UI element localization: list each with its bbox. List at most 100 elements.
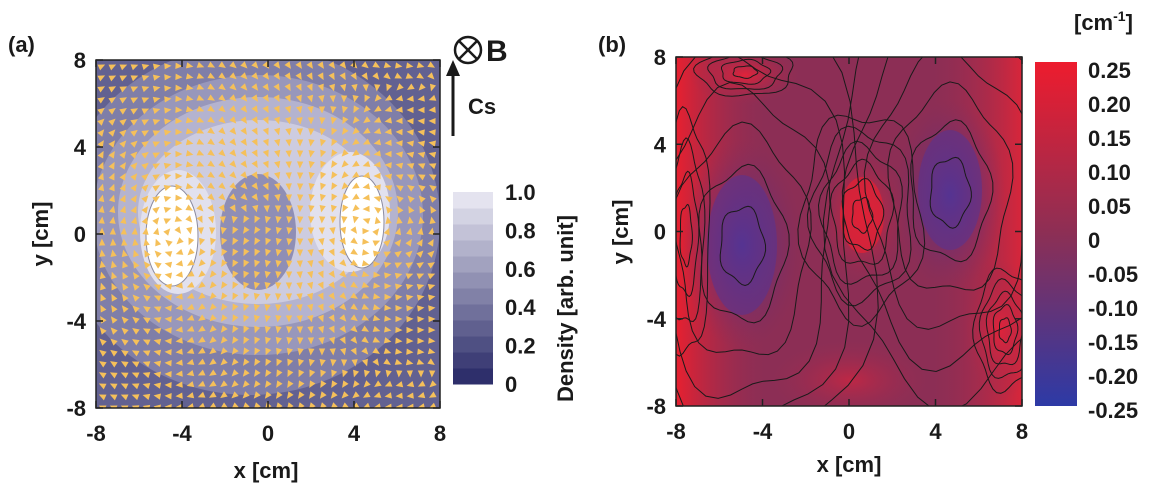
vector-arrow [164, 338, 172, 345]
vector-arrow [220, 226, 227, 235]
vector-arrow [361, 314, 370, 321]
vector-arrow [384, 162, 392, 169]
vector-arrow [286, 238, 293, 246]
vector-arrow [221, 237, 228, 246]
vector-arrow [152, 141, 161, 148]
vector-arrow [186, 325, 195, 332]
vector-arrow [351, 359, 358, 367]
colorbar-b-tick-label: 0 [1088, 228, 1100, 253]
vector-arrow [329, 95, 336, 103]
vector-arrow [395, 117, 403, 125]
vector-arrow [221, 248, 228, 257]
vector-arrow [207, 171, 215, 178]
vector-arrow [350, 314, 358, 322]
vector-arrow [374, 380, 382, 387]
vector-arrow [341, 216, 348, 224]
vector-arrow [175, 95, 183, 102]
vector-arrow [342, 116, 349, 125]
vector-arrow [342, 369, 349, 378]
vector-arrow [273, 94, 280, 103]
contour-line [851, 196, 874, 234]
vector-arrow [372, 250, 381, 257]
vector-arrow [108, 172, 115, 181]
colorbar-b-tick-label: -0.10 [1088, 296, 1138, 321]
vector-arrow [221, 292, 228, 300]
vector-arrow [320, 149, 327, 158]
vector-arrow [406, 174, 415, 181]
vector-arrow [386, 83, 393, 92]
panel-a-ytick-label: 4 [74, 135, 87, 160]
vector-arrow [427, 238, 434, 247]
vector-arrow [218, 149, 226, 157]
contour-line [841, 177, 885, 251]
vector-arrow [276, 402, 283, 408]
vector-arrow [284, 94, 291, 103]
vector-arrow [339, 72, 346, 81]
vector-arrow [394, 227, 402, 236]
vector-arrow [152, 63, 161, 70]
vector-arrow [108, 86, 117, 93]
vector-arrow [188, 237, 195, 246]
vector-arrow [331, 160, 338, 168]
vector-arrow [341, 391, 349, 399]
vector-arrow [428, 391, 437, 398]
vector-arrow [385, 196, 393, 203]
vector-arrow [130, 162, 138, 170]
vector-arrow [362, 391, 371, 398]
vector-arrow [186, 336, 195, 343]
vector-arrow [185, 139, 194, 146]
vector-arrow [274, 171, 281, 180]
vector-arrow [330, 391, 338, 399]
vector-arrow [175, 271, 183, 278]
vector-arrow [163, 151, 172, 158]
vector-arrow [240, 105, 248, 113]
panel-b-xtick-label: 4 [929, 419, 942, 444]
vector-arrow [331, 138, 338, 147]
vector-arrow [298, 358, 305, 367]
vector-arrow [328, 72, 335, 81]
vector-arrow [262, 105, 269, 114]
vector-arrow [141, 216, 148, 225]
vector-arrow [373, 161, 381, 168]
vector-arrow [207, 127, 215, 134]
vector-arrow [232, 336, 239, 344]
vector-arrow [175, 293, 183, 300]
vector-arrow [328, 325, 335, 334]
vector-arrow [373, 116, 382, 123]
vector-arrow [262, 138, 269, 147]
vector-arrow [198, 314, 206, 321]
vector-arrow [207, 105, 215, 112]
vector-arrow [328, 83, 335, 92]
vector-arrow [275, 326, 282, 334]
vector-arrow [339, 325, 347, 333]
vector-arrow [307, 270, 314, 279]
colorbar-a-step [453, 336, 493, 353]
vector-arrow [210, 237, 217, 246]
vector-arrow [395, 162, 404, 169]
vector-arrow [262, 116, 269, 125]
vector-arrow [108, 140, 116, 148]
vector-arrow [339, 61, 347, 69]
vector-arrow [251, 105, 258, 113]
vector-arrow [153, 349, 162, 356]
vector-arrow [350, 325, 358, 333]
colorbar-a-step [453, 320, 493, 337]
vector-arrow [405, 250, 413, 258]
vector-arrow [142, 339, 151, 346]
vector-arrow [295, 94, 302, 103]
vector-arrow [164, 74, 172, 81]
vector-arrow [97, 75, 106, 82]
vector-arrow [350, 259, 359, 266]
vector-arrow [320, 380, 327, 389]
vector-arrow [427, 283, 436, 290]
vector-arrow [143, 261, 151, 269]
vector-arrow [220, 402, 228, 408]
vector-arrow [273, 105, 280, 114]
vector-arrow [276, 347, 283, 356]
vector-arrow [353, 369, 360, 378]
vector-arrow [254, 336, 261, 345]
vector-arrow [175, 205, 183, 212]
vector-arrow [296, 293, 303, 301]
panel-a-ytick-label: -4 [66, 309, 86, 334]
